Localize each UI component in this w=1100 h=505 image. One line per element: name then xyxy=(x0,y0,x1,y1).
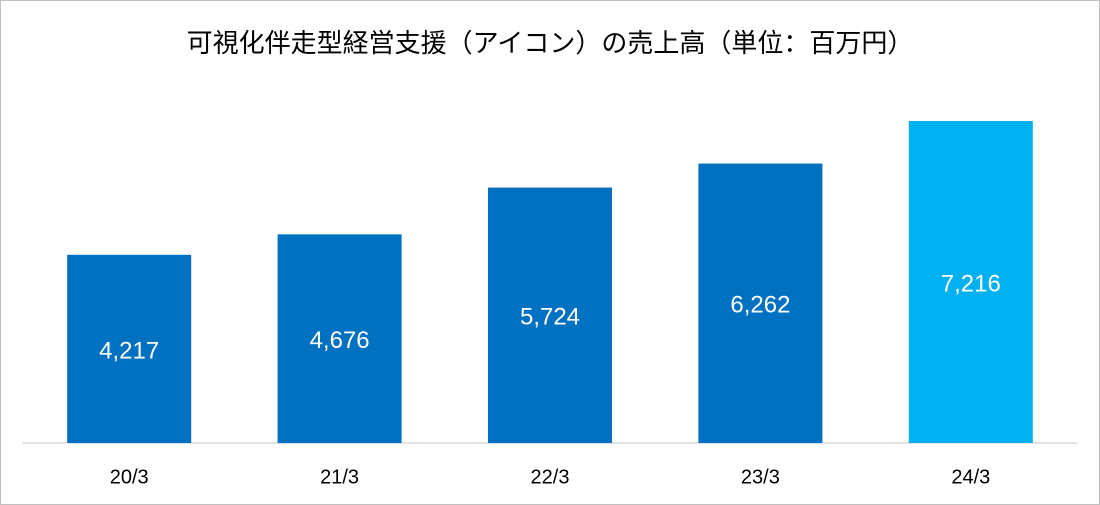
value-label: 6,262 xyxy=(730,292,790,319)
x-tick-label: 23/3 xyxy=(741,466,780,488)
bar xyxy=(488,187,612,443)
bar xyxy=(277,234,402,443)
value-label: 4,217 xyxy=(99,337,159,364)
bar xyxy=(698,163,823,443)
x-tick-label: 22/3 xyxy=(531,466,570,488)
x-tick-label: 24/3 xyxy=(951,466,990,488)
chart-title: 可視化伴走型経営支援（アイコン）の売上高（単位：百万円） xyxy=(187,28,914,58)
value-label: 7,216 xyxy=(941,270,1001,297)
value-label: 4,676 xyxy=(310,327,370,354)
x-tick-label: 21/3 xyxy=(320,466,359,488)
value-label: 5,724 xyxy=(520,304,580,331)
bar xyxy=(67,254,192,443)
bar xyxy=(908,121,1033,443)
x-tick-label: 20/3 xyxy=(110,466,149,488)
